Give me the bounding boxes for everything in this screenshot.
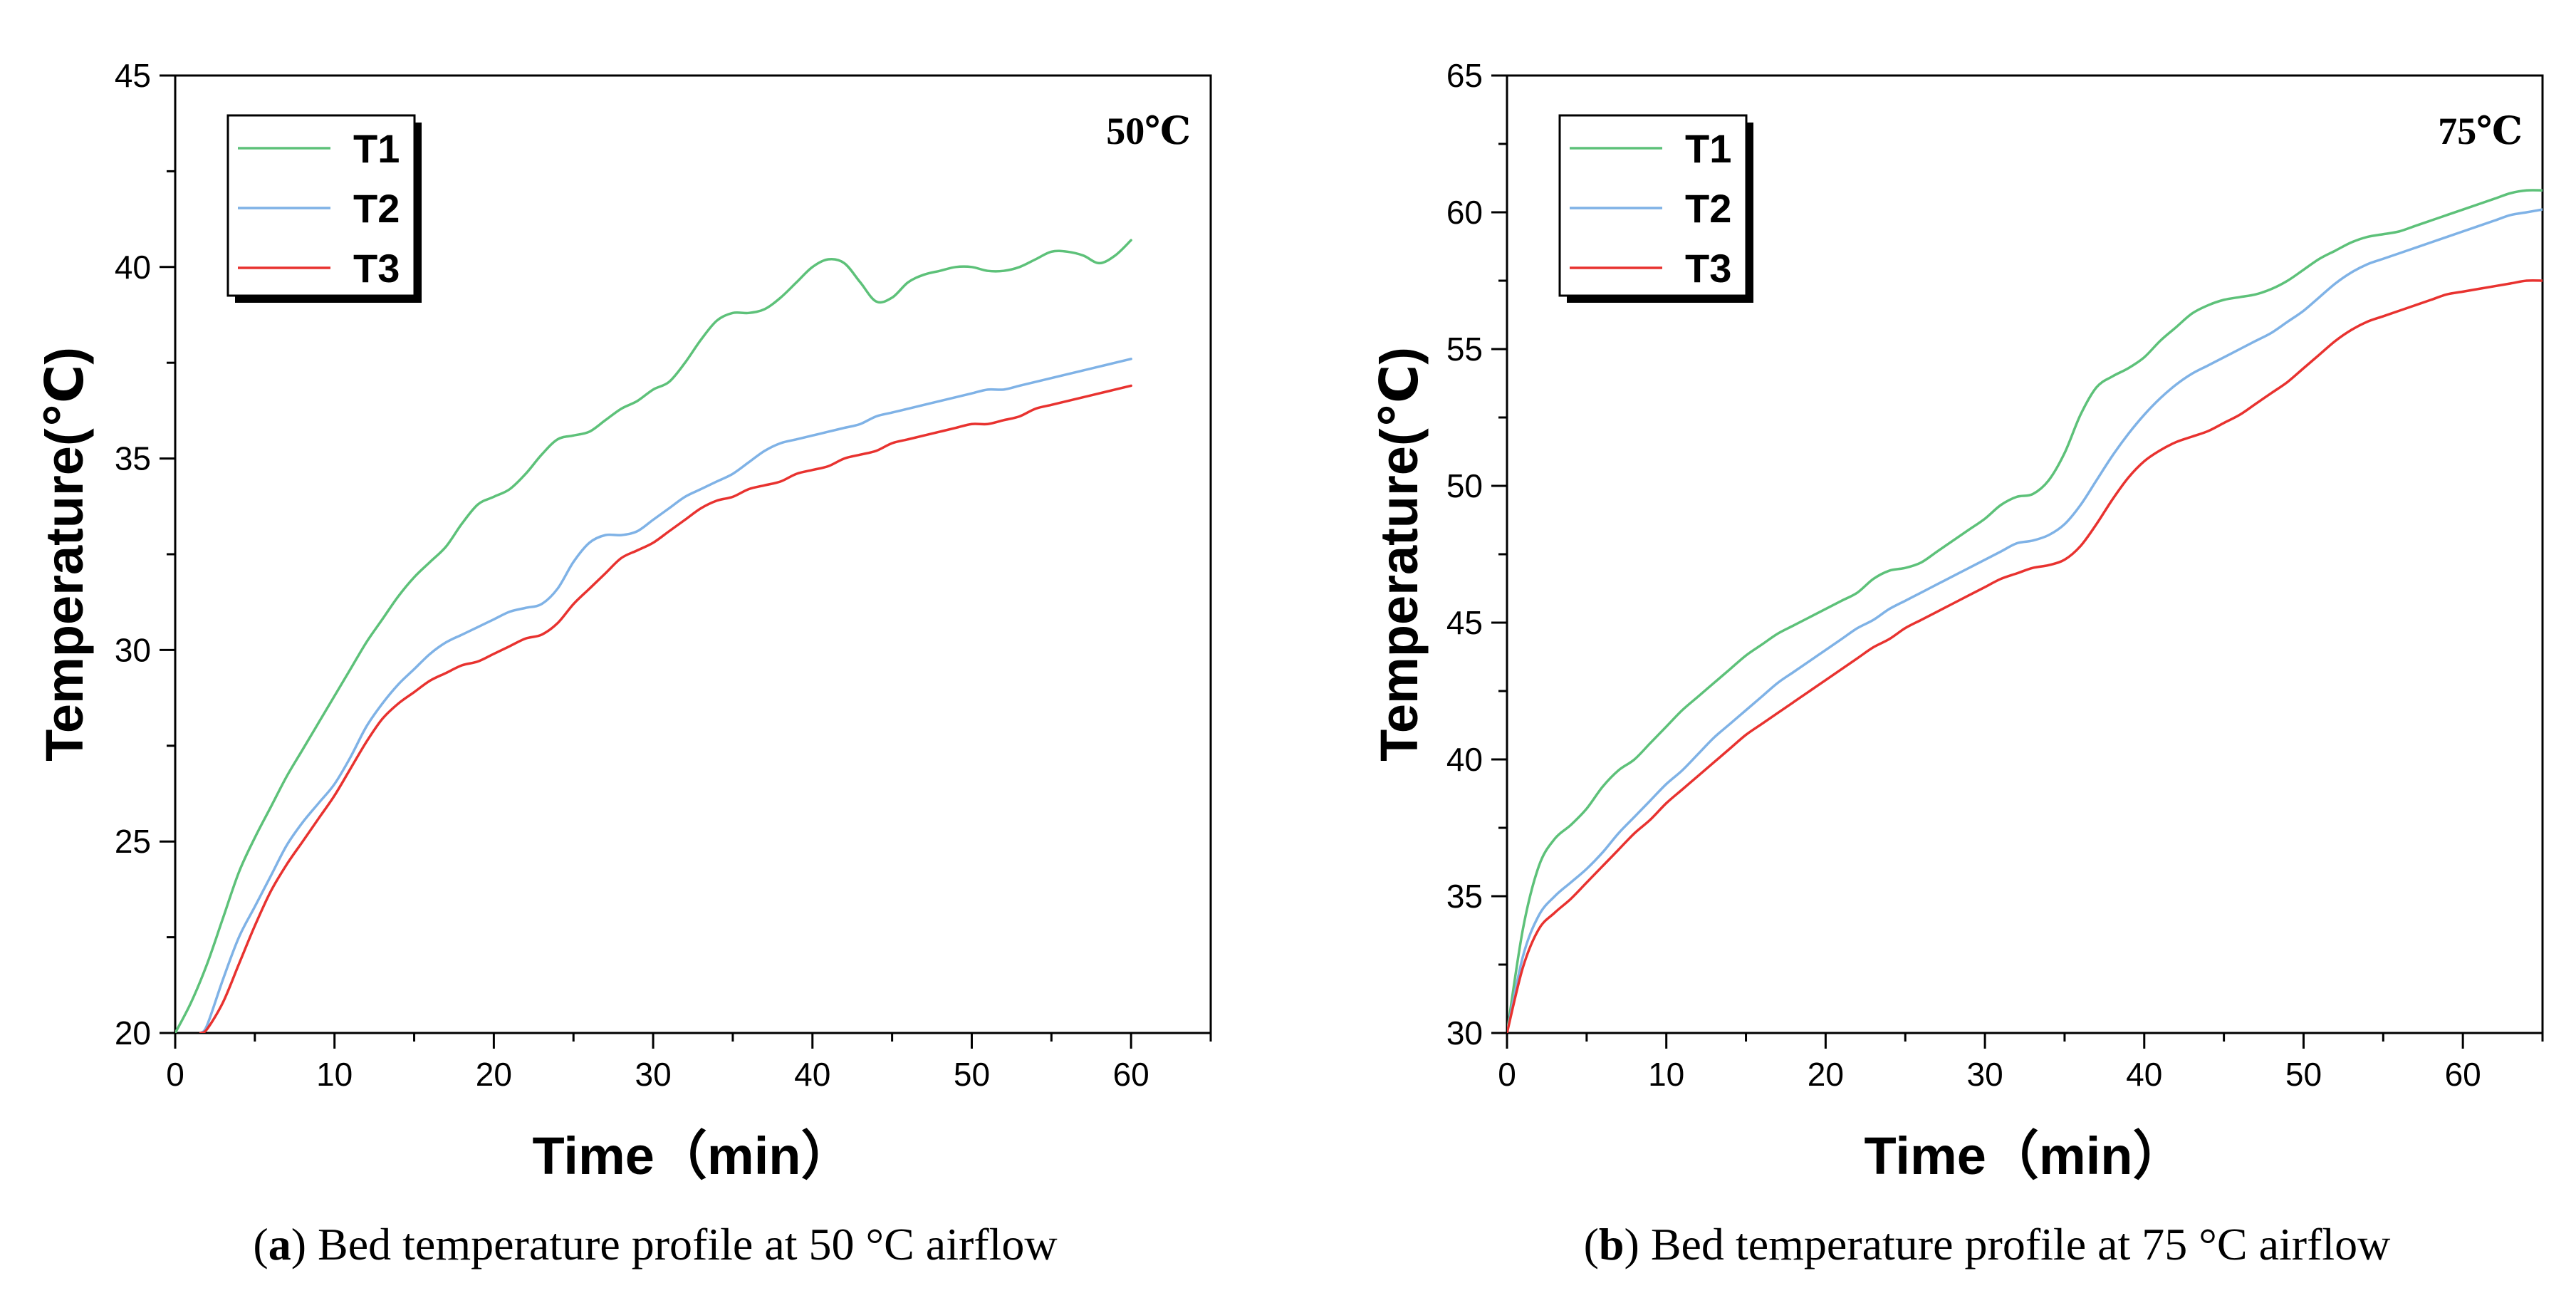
x-tick-label: 50 xyxy=(954,1056,990,1093)
series-line-t3 xyxy=(1507,279,2543,1033)
y-tick-label: 45 xyxy=(115,57,151,94)
caption-open-paren: ( xyxy=(1584,1219,1599,1270)
legend-label-t1: T1 xyxy=(1685,126,1731,171)
legend-label-t2: T2 xyxy=(353,186,400,231)
caption-text: Bed temperature profile at 75 °C airflow xyxy=(1651,1219,2391,1270)
y-tick-label: 35 xyxy=(115,440,151,477)
x-tick-label: 0 xyxy=(166,1056,184,1093)
series-line-t2 xyxy=(1507,208,2543,1033)
series-line-t1 xyxy=(175,239,1132,1033)
caption-close-paren: ) xyxy=(291,1219,318,1270)
x-tick-label: 40 xyxy=(794,1056,830,1093)
y-axis-label: Temperature(℃) xyxy=(35,347,94,762)
series-group xyxy=(175,239,1132,1033)
legend-label-t3: T3 xyxy=(353,246,400,291)
panel-caption: (a) Bed temperature profile at 50 °C air… xyxy=(253,1219,1057,1270)
x-tick-label: 10 xyxy=(1648,1056,1684,1093)
panel-caption: (b) Bed temperature profile at 75 °C air… xyxy=(1584,1219,2391,1270)
legend-label-t2: T2 xyxy=(1685,186,1731,231)
x-tick-label: 60 xyxy=(2445,1056,2481,1093)
y-tick-label: 65 xyxy=(1446,57,1483,94)
y-tick-label: 40 xyxy=(1446,741,1483,778)
series-line-t2 xyxy=(199,358,1132,1033)
x-tick-label: 20 xyxy=(476,1056,512,1093)
temperature-annotation: 75℃ xyxy=(2438,110,2523,152)
y-tick-label: 30 xyxy=(1446,1014,1483,1052)
x-tick-label: 50 xyxy=(2285,1056,2322,1093)
y-tick-label: 60 xyxy=(1446,194,1483,231)
x-tick-label: 30 xyxy=(1966,1056,2003,1093)
y-tick-label: 55 xyxy=(1446,331,1483,368)
x-tick-label: 0 xyxy=(1498,1056,1516,1093)
panel-a: 0 10 20 30 40 50 60 20 25 30 35 40 45 Time（min） Temper… xyxy=(35,57,1212,1270)
x-tick-label: 30 xyxy=(635,1056,671,1093)
caption-letter: b xyxy=(1599,1219,1625,1270)
y-tick-label: 20 xyxy=(115,1014,151,1052)
y-tick-label: 25 xyxy=(115,823,151,860)
y-axis-label: Temperature(℃) xyxy=(1370,347,1429,762)
y-tick-label: 50 xyxy=(1446,467,1483,504)
y-tick-label: 40 xyxy=(115,249,151,286)
x-tick-label: 60 xyxy=(1113,1056,1149,1093)
x-axis-label: Time（min） xyxy=(1865,1126,2186,1185)
x-tick-label: 40 xyxy=(2126,1056,2162,1093)
x-axis-label: Time（min） xyxy=(533,1126,854,1185)
legend-box xyxy=(1558,114,1748,297)
temperature-annotation: 50℃ xyxy=(1106,110,1191,152)
series-line-t3 xyxy=(199,384,1132,1033)
caption-letter: a xyxy=(268,1219,291,1270)
series-group xyxy=(1507,189,2543,1033)
y-tick-label: 30 xyxy=(115,631,151,668)
y-tick-label: 45 xyxy=(1446,604,1483,641)
legend-label-t1: T1 xyxy=(353,126,400,171)
panel-b: 0 10 20 30 40 50 60 30 35 40 45 50 55 60 65 Time（min） Te… xyxy=(1370,57,2544,1270)
caption-text: Bed temperature profile at 50 °C airflow xyxy=(318,1219,1058,1270)
legend-label-t3: T3 xyxy=(1685,246,1731,291)
x-tick-label: 10 xyxy=(316,1056,353,1093)
legend-box xyxy=(226,114,416,297)
caption-open-paren: ( xyxy=(253,1219,268,1270)
y-tick-label: 35 xyxy=(1446,878,1483,915)
caption-close-paren: ) xyxy=(1625,1219,1651,1270)
x-tick-label: 20 xyxy=(1808,1056,1844,1093)
series-line-t1 xyxy=(1507,189,2543,1033)
